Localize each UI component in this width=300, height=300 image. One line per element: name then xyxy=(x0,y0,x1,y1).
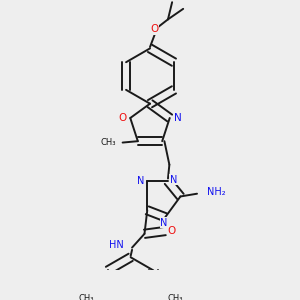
Text: NH₂: NH₂ xyxy=(207,187,225,197)
Text: O: O xyxy=(167,226,176,236)
Text: O: O xyxy=(150,24,158,34)
Text: N: N xyxy=(160,218,167,228)
Text: N: N xyxy=(137,176,145,186)
Text: N: N xyxy=(170,175,177,185)
Text: HN: HN xyxy=(109,240,124,250)
Text: O: O xyxy=(118,113,127,123)
Text: N: N xyxy=(174,113,181,123)
Text: CH₃: CH₃ xyxy=(167,294,183,300)
Text: CH₃: CH₃ xyxy=(79,294,94,300)
Text: CH₃: CH₃ xyxy=(100,138,116,147)
